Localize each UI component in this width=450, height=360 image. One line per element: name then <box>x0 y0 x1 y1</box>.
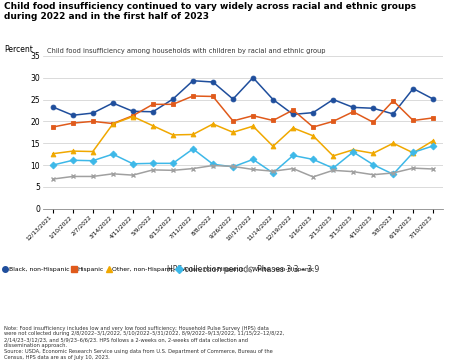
Text: Child food insufficiency among households with children by racial and ethnic gro: Child food insufficiency among household… <box>47 48 326 54</box>
Legend: Black, non-Hispanic, Hispanic, Other, non-Hispanic, Asian, non-Hispanic, White, : Black, non-Hispanic, Hispanic, Other, no… <box>3 267 314 273</box>
Text: Note: Food insufficiency includes low and very low food sufficiency; Household P: Note: Food insufficiency includes low an… <box>4 326 285 360</box>
Text: Child food insufficiency continued to vary widely across racial and ethnic group: Child food insufficiency continued to va… <box>4 2 417 21</box>
Text: Percent: Percent <box>4 45 33 54</box>
Text: HPS collection periods: Phases 3.3 – 3.9: HPS collection periods: Phases 3.3 – 3.9 <box>167 265 319 274</box>
